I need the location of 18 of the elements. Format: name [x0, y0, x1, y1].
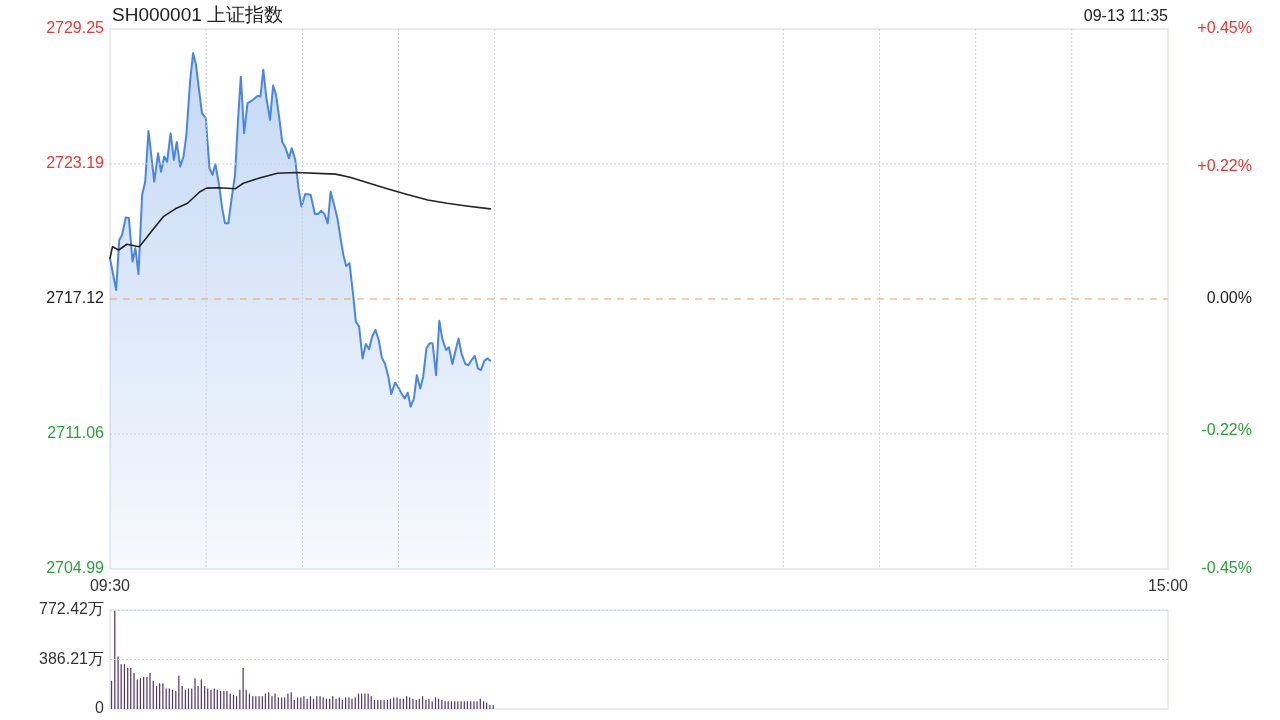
x-tick-label: 09:30	[89, 577, 131, 594]
y-tick-label: 2711.06	[47, 424, 105, 442]
chart-title: SH000001 上证指数	[112, 4, 284, 25]
y-tick-label: 386.21万	[39, 649, 104, 667]
y-tick-label: 2729.25	[46, 19, 105, 37]
y2-tick-label: 0.00%	[1206, 289, 1252, 307]
y2-tick-label: -0.45%	[1201, 559, 1252, 577]
line-series	[109, 171, 492, 260]
y-tick-label: 2704.99	[46, 559, 105, 577]
y-tick-label: 2717.12	[46, 289, 105, 307]
y2-tick-label: +0.45%	[1197, 19, 1252, 37]
y-tick-label: 2723.19	[46, 154, 105, 172]
y-tick-label: 772.42万	[39, 600, 104, 618]
y-tick-label: 0	[95, 699, 105, 717]
y2-tick-label: +0.22%	[1197, 157, 1252, 175]
y2-tick-label: -0.22%	[1201, 421, 1252, 439]
text: 09-13 11:35	[1083, 7, 1169, 24]
x-tick-label: 15:00	[1147, 577, 1189, 594]
